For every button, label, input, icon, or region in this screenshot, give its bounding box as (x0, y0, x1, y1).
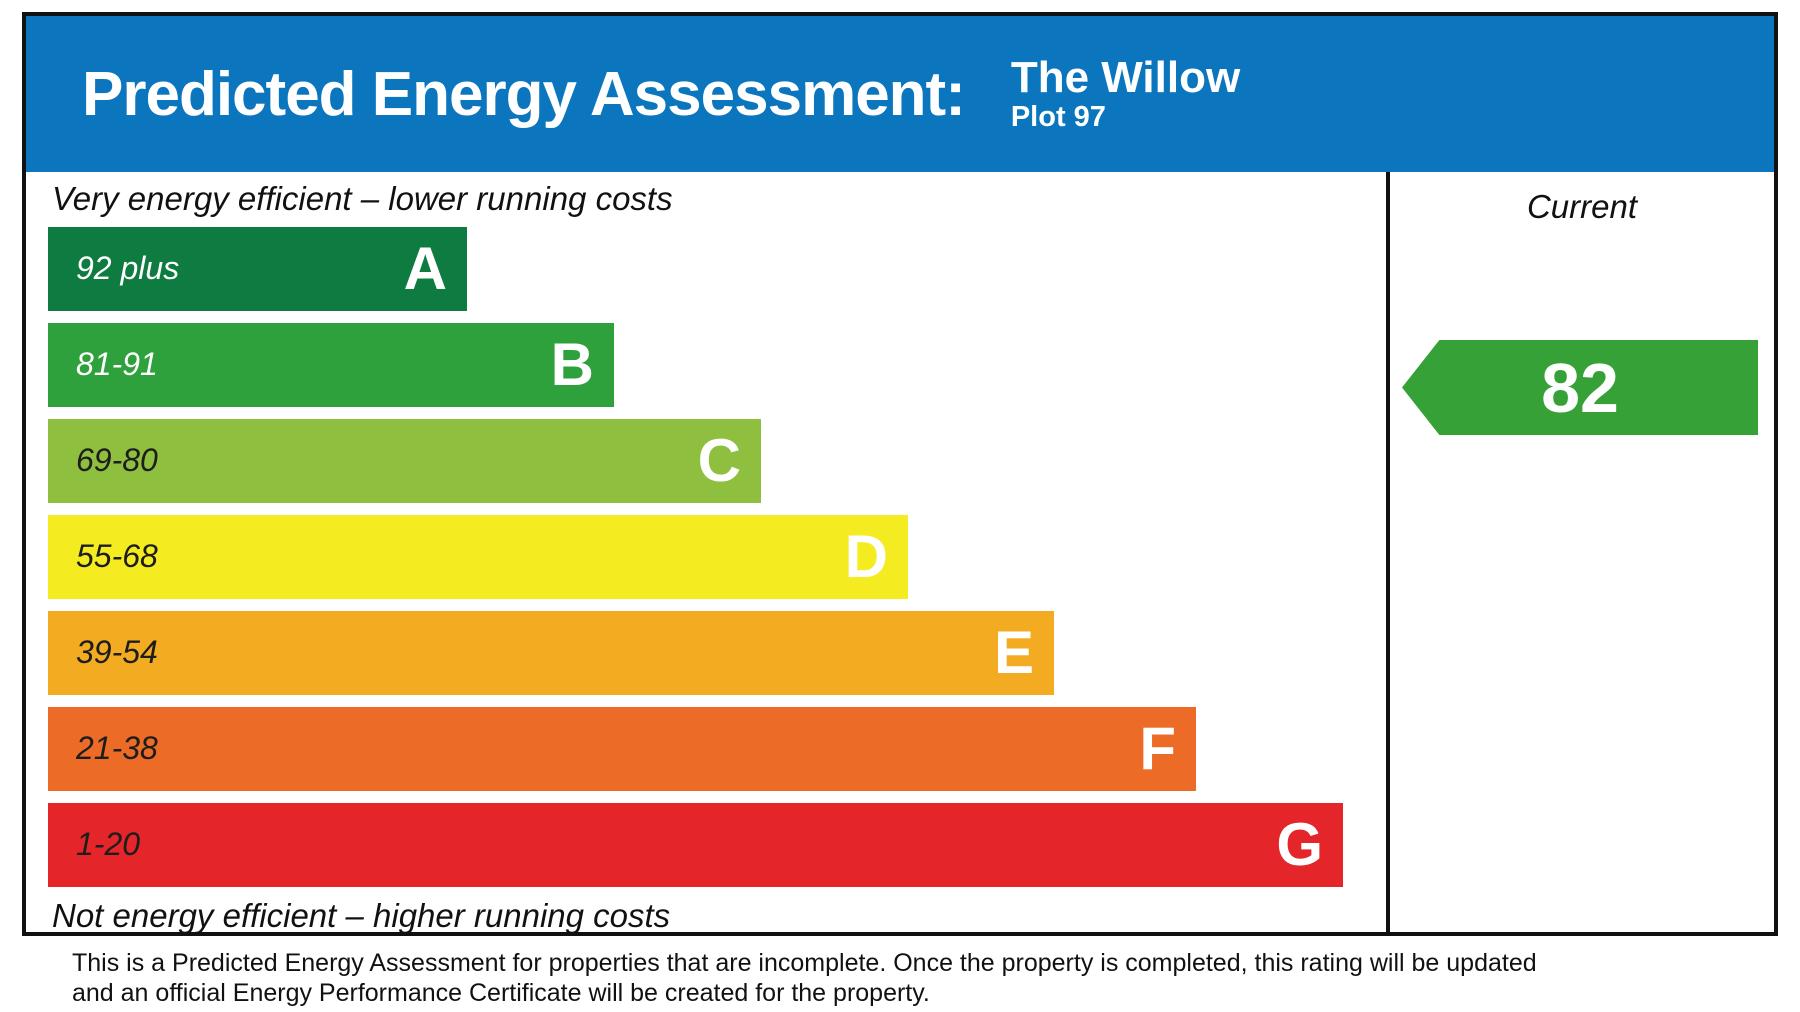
page-title: Predicted Energy Assessment: (82, 59, 966, 129)
band-letter: C (697, 426, 741, 494)
property-name: The Willow (1010, 52, 1241, 102)
band-range-label: 92 plus (76, 250, 180, 287)
rating-scale: Very energy efficient – lower running co… (26, 172, 1386, 932)
efficiency-label-bottom: Not energy efficient – higher running co… (52, 896, 671, 932)
current-rating-column: Current 82 (1386, 172, 1774, 932)
band-d: 55-68 D (48, 514, 908, 599)
current-column-title: Current (1526, 188, 1638, 225)
header: Predicted Energy Assessment: The Willow … (26, 16, 1774, 172)
band-letter: F (1139, 714, 1176, 782)
band-range-label: 81-91 (76, 346, 158, 383)
band-letter: G (1276, 810, 1323, 878)
band-letter: B (550, 330, 594, 398)
band-c: 69-80 C (48, 418, 761, 503)
property-info: The Willow Plot 97 (1011, 54, 1240, 135)
band-f: 21-38 F (48, 706, 1196, 791)
band-letter: E (993, 618, 1034, 686)
band-a: 92 plus A (48, 226, 467, 311)
band-g: 1-20 G (48, 802, 1343, 887)
current-rating-value: 82 (1541, 348, 1619, 427)
rating-chart: Very energy efficient – lower running co… (26, 172, 1774, 932)
footer-note: This is a Predicted Energy Assessment fo… (72, 949, 1537, 1007)
efficiency-label-top: Very energy efficient – lower running co… (52, 180, 673, 217)
band-range-label: 39-54 (76, 634, 158, 671)
plot-number: Plot 97 (1010, 101, 1106, 134)
band-letter: D (844, 522, 888, 590)
band-b: 81-91 B (48, 322, 614, 407)
band-range-label: 55-68 (76, 538, 158, 575)
current-rating-arrow: 82 (1402, 340, 1758, 435)
band-range-label: 69-80 (76, 442, 158, 479)
band-range-label: 1-20 (76, 826, 141, 863)
band-e: 39-54 E (48, 610, 1054, 695)
rating-bands: 92 plus A 81-91 B 69-80 C 55-68 D 39-54 (48, 226, 1386, 887)
energy-assessment-certificate: Predicted Energy Assessment: The Willow … (22, 12, 1778, 936)
band-letter: A (403, 234, 447, 302)
band-range-label: 21-38 (76, 730, 158, 767)
